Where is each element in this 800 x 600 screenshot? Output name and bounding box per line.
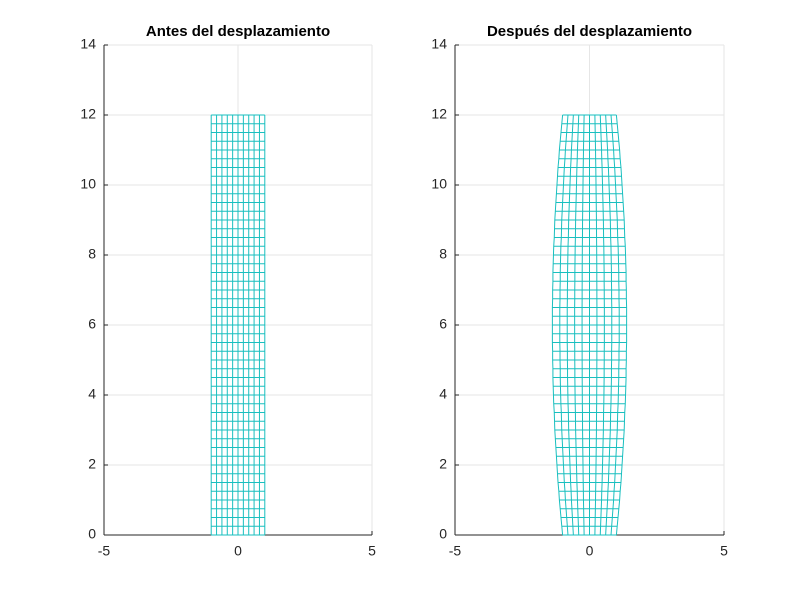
- y-tick-label: 8: [88, 246, 96, 262]
- x-tick-label: 0: [586, 543, 594, 559]
- x-tick-label: -5: [98, 543, 111, 559]
- x-tick-label: 0: [234, 543, 242, 559]
- y-tick-label: 8: [439, 246, 447, 262]
- x-tick-label: 5: [720, 543, 728, 559]
- mesh-column: [559, 114, 569, 536]
- y-tick-label: 0: [88, 526, 96, 542]
- y-tick-label: 4: [439, 386, 447, 402]
- y-tick-label: 10: [431, 176, 447, 192]
- mesh-column: [594, 114, 598, 536]
- mesh-column: [566, 114, 574, 536]
- x-tick-label: 5: [368, 543, 376, 559]
- chart-title: Antes del desplazamiento: [146, 23, 330, 40]
- y-tick-label: 2: [439, 456, 447, 472]
- y-tick-label: 14: [80, 36, 96, 52]
- mesh-column: [610, 114, 620, 536]
- mesh-column: [605, 114, 613, 536]
- y-tick-label: 6: [88, 316, 96, 332]
- chart-title: Después del desplazamiento: [487, 23, 692, 40]
- mesh-column: [581, 114, 585, 536]
- mesh-column: [551, 114, 564, 536]
- y-tick-label: 14: [431, 36, 447, 52]
- mesh-column: [599, 114, 605, 536]
- y-tick-label: 4: [88, 386, 96, 402]
- y-tick-label: 12: [431, 106, 447, 122]
- mesh-column: [574, 114, 580, 536]
- mesh-column: [615, 114, 628, 536]
- y-tick-label: 6: [439, 316, 447, 332]
- y-tick-label: 0: [439, 526, 447, 542]
- y-tick-label: 2: [88, 456, 96, 472]
- y-tick-label: 10: [80, 176, 96, 192]
- x-tick-label: -5: [449, 543, 462, 559]
- y-tick-label: 12: [80, 106, 96, 122]
